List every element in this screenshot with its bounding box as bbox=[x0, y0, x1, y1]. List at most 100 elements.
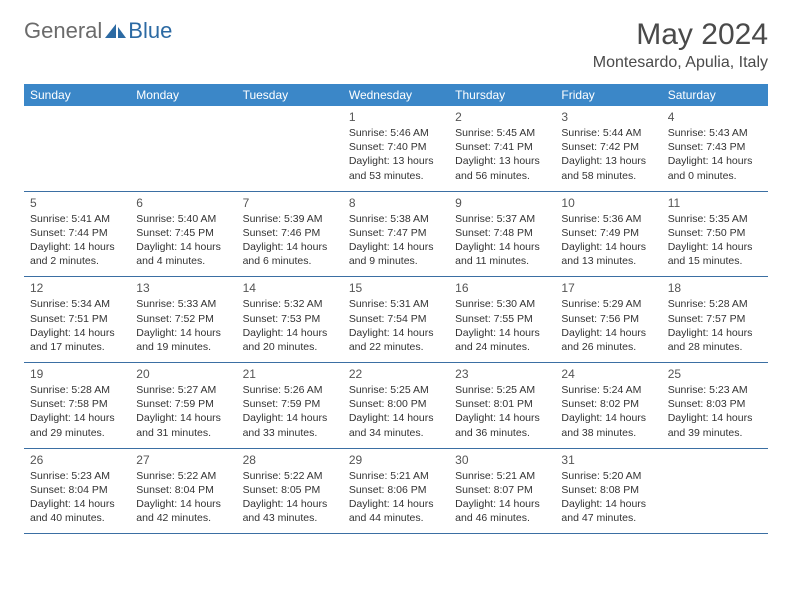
calendar-day: 11Sunrise: 5:35 AMSunset: 7:50 PMDayligh… bbox=[662, 192, 768, 277]
sunrise-line: Sunrise: 5:25 AM bbox=[349, 383, 443, 397]
calendar-week-row: 12Sunrise: 5:34 AMSunset: 7:51 PMDayligh… bbox=[24, 277, 768, 363]
daylight-line: and 20 minutes. bbox=[243, 340, 337, 354]
sunset-line: Sunset: 7:41 PM bbox=[455, 140, 549, 154]
sunrise-line: Sunrise: 5:27 AM bbox=[136, 383, 230, 397]
day-number: 26 bbox=[30, 453, 124, 467]
day-number: 4 bbox=[668, 110, 762, 124]
weekday-header-row: SundayMondayTuesdayWednesdayThursdayFrid… bbox=[24, 84, 768, 106]
day-number: 5 bbox=[30, 196, 124, 210]
sunrise-line: Sunrise: 5:22 AM bbox=[136, 469, 230, 483]
calendar-day: 7Sunrise: 5:39 AMSunset: 7:46 PMDaylight… bbox=[237, 192, 343, 277]
sunset-line: Sunset: 8:03 PM bbox=[668, 397, 762, 411]
calendar-day: 17Sunrise: 5:29 AMSunset: 7:56 PMDayligh… bbox=[555, 277, 661, 362]
daylight-line: and 58 minutes. bbox=[561, 169, 655, 183]
sunset-line: Sunset: 8:07 PM bbox=[455, 483, 549, 497]
calendar: SundayMondayTuesdayWednesdayThursdayFrid… bbox=[0, 84, 792, 534]
daylight-line: Daylight: 14 hours bbox=[561, 411, 655, 425]
daylight-line: Daylight: 13 hours bbox=[349, 154, 443, 168]
calendar-day: 13Sunrise: 5:33 AMSunset: 7:52 PMDayligh… bbox=[130, 277, 236, 362]
daylight-line: Daylight: 14 hours bbox=[243, 411, 337, 425]
sunset-line: Sunset: 7:47 PM bbox=[349, 226, 443, 240]
day-number: 20 bbox=[136, 367, 230, 381]
calendar-day: 6Sunrise: 5:40 AMSunset: 7:45 PMDaylight… bbox=[130, 192, 236, 277]
sunset-line: Sunset: 8:02 PM bbox=[561, 397, 655, 411]
daylight-line: Daylight: 14 hours bbox=[30, 497, 124, 511]
sunrise-line: Sunrise: 5:45 AM bbox=[455, 126, 549, 140]
daylight-line: and 46 minutes. bbox=[455, 511, 549, 525]
logo-text-blue: Blue bbox=[128, 18, 172, 44]
sunrise-line: Sunrise: 5:28 AM bbox=[30, 383, 124, 397]
sunset-line: Sunset: 7:58 PM bbox=[30, 397, 124, 411]
logo-text-general: General bbox=[24, 18, 102, 44]
daylight-line: Daylight: 14 hours bbox=[455, 326, 549, 340]
daylight-line: Daylight: 14 hours bbox=[136, 411, 230, 425]
calendar-day: 1Sunrise: 5:46 AMSunset: 7:40 PMDaylight… bbox=[343, 106, 449, 191]
sunset-line: Sunset: 7:50 PM bbox=[668, 226, 762, 240]
day-number: 18 bbox=[668, 281, 762, 295]
daylight-line: Daylight: 14 hours bbox=[136, 326, 230, 340]
sunrise-line: Sunrise: 5:31 AM bbox=[349, 297, 443, 311]
sunrise-line: Sunrise: 5:38 AM bbox=[349, 212, 443, 226]
calendar-day: 4 Sunrise: 5:43 AMSunset: 7:43 PMDaylight… bbox=[662, 106, 768, 191]
sunset-line: Sunset: 8:04 PM bbox=[136, 483, 230, 497]
title-block: May 2024 Montesardo, Apulia, Italy bbox=[593, 18, 768, 72]
sunset-line: Sunset: 7:52 PM bbox=[136, 312, 230, 326]
sunset-line: Sunset: 7:59 PM bbox=[243, 397, 337, 411]
sunset-line: Sunset: 7:45 PM bbox=[136, 226, 230, 240]
daylight-line: Daylight: 14 hours bbox=[455, 497, 549, 511]
sunset-line: Sunset: 8:04 PM bbox=[30, 483, 124, 497]
sunrise-line: Sunrise: 5:46 AM bbox=[349, 126, 443, 140]
daylight-line: Daylight: 14 hours bbox=[349, 497, 443, 511]
sunset-line: Sunset: 7:53 PM bbox=[243, 312, 337, 326]
calendar-day: 25 Sunrise: 5:23 AMSunset: 8:03 PMDayligh… bbox=[662, 363, 768, 448]
day-number: 19 bbox=[30, 367, 124, 381]
sunset-line: Sunset: 7:54 PM bbox=[349, 312, 443, 326]
sunrise-line: Sunrise: 5:40 AM bbox=[136, 212, 230, 226]
calendar-day-empty bbox=[130, 106, 236, 191]
sunrise-line: Sunrise: 5:23 AM bbox=[30, 469, 124, 483]
sunrise-line: Sunrise: 5:23 AM bbox=[668, 383, 762, 397]
daylight-line: and 43 minutes. bbox=[243, 511, 337, 525]
day-number: 7 bbox=[243, 196, 337, 210]
weekday-header: Saturday bbox=[662, 84, 768, 106]
sunrise-line: Sunrise: 5:25 AM bbox=[455, 383, 549, 397]
daylight-line: and 44 minutes. bbox=[349, 511, 443, 525]
day-number: 25 bbox=[668, 367, 762, 381]
sunset-line: Sunset: 7:43 PM bbox=[668, 140, 762, 154]
daylight-line: and 56 minutes. bbox=[455, 169, 549, 183]
sunset-line: Sunset: 7:49 PM bbox=[561, 226, 655, 240]
daylight-line: Daylight: 14 hours bbox=[668, 411, 762, 425]
sunrise-line: Sunrise: 5:24 AM bbox=[561, 383, 655, 397]
daylight-line: and 22 minutes. bbox=[349, 340, 443, 354]
calendar-day-empty bbox=[237, 106, 343, 191]
daylight-line: and 47 minutes. bbox=[561, 511, 655, 525]
day-number: 9 bbox=[455, 196, 549, 210]
weekday-header: Friday bbox=[555, 84, 661, 106]
daylight-line: and 40 minutes. bbox=[30, 511, 124, 525]
sunset-line: Sunset: 8:01 PM bbox=[455, 397, 549, 411]
sunrise-line: Sunrise: 5:43 AM bbox=[668, 126, 762, 140]
day-number: 15 bbox=[349, 281, 443, 295]
daylight-line: Daylight: 14 hours bbox=[349, 240, 443, 254]
daylight-line: and 29 minutes. bbox=[30, 426, 124, 440]
day-number: 30 bbox=[455, 453, 549, 467]
day-number: 31 bbox=[561, 453, 655, 467]
sunset-line: Sunset: 7:57 PM bbox=[668, 312, 762, 326]
sunset-line: Sunset: 7:42 PM bbox=[561, 140, 655, 154]
daylight-line: Daylight: 14 hours bbox=[668, 154, 762, 168]
sunrise-line: Sunrise: 5:21 AM bbox=[349, 469, 443, 483]
calendar-day: 12Sunrise: 5:34 AMSunset: 7:51 PMDayligh… bbox=[24, 277, 130, 362]
sunset-line: Sunset: 7:46 PM bbox=[243, 226, 337, 240]
sunrise-line: Sunrise: 5:41 AM bbox=[30, 212, 124, 226]
calendar-day: 8Sunrise: 5:38 AMSunset: 7:47 PMDaylight… bbox=[343, 192, 449, 277]
calendar-week-row: 5Sunrise: 5:41 AMSunset: 7:44 PMDaylight… bbox=[24, 192, 768, 278]
sunset-line: Sunset: 8:05 PM bbox=[243, 483, 337, 497]
daylight-line: and 26 minutes. bbox=[561, 340, 655, 354]
sunrise-line: Sunrise: 5:39 AM bbox=[243, 212, 337, 226]
day-number: 17 bbox=[561, 281, 655, 295]
calendar-day: 5Sunrise: 5:41 AMSunset: 7:44 PMDaylight… bbox=[24, 192, 130, 277]
daylight-line: Daylight: 14 hours bbox=[136, 497, 230, 511]
calendar-day: 10Sunrise: 5:36 AMSunset: 7:49 PMDayligh… bbox=[555, 192, 661, 277]
calendar-week-row: 1Sunrise: 5:46 AMSunset: 7:40 PMDaylight… bbox=[24, 106, 768, 192]
calendar-day: 9Sunrise: 5:37 AMSunset: 7:48 PMDaylight… bbox=[449, 192, 555, 277]
